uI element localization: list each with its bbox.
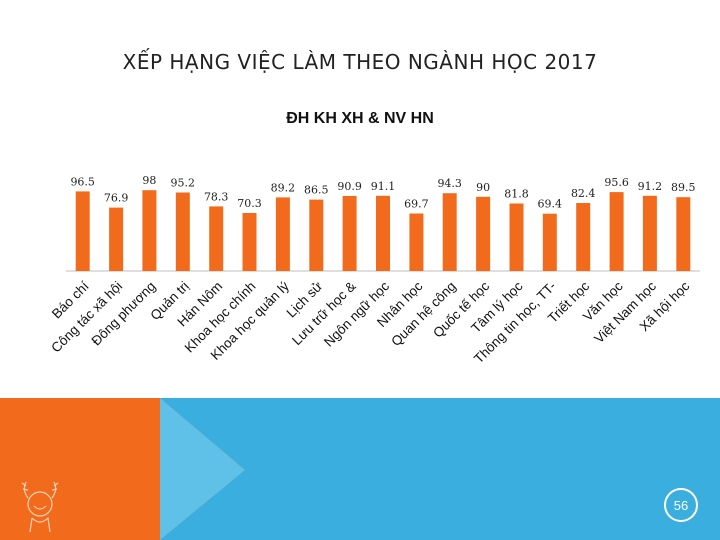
bar [109,207,124,271]
bar [642,195,657,271]
chart-title: ĐH KH XH & NV HN [286,110,434,127]
bar [75,191,90,271]
laurel-head-logo-icon [21,481,59,533]
blue-band [160,398,720,540]
data-label: 86.5 [304,184,329,197]
bar [476,196,491,272]
bar [576,203,591,271]
data-label: 95.6 [604,176,629,189]
data-label: 82.4 [571,187,596,200]
bar [676,197,691,271]
bar [542,213,557,271]
bar [209,206,224,271]
data-label: 78.3 [204,190,229,203]
data-label: 69.4 [538,198,563,211]
data-label: 90 [476,181,490,194]
data-label: 94.3 [437,177,462,190]
bar [142,190,157,271]
bar [175,192,190,271]
data-label: 81.8 [504,188,529,201]
blue-band-light [160,398,245,540]
bar [242,213,257,271]
data-label: 91.1 [371,180,396,193]
data-label: 95.2 [171,177,196,190]
data-label: 76.9 [104,192,129,205]
bar [342,196,357,271]
data-label: 90.9 [337,180,362,193]
data-label: 69.7 [404,198,429,211]
data-label: 89.2 [271,181,296,194]
page-number-badge: 56 [664,488,698,522]
bar [376,195,390,271]
bar [309,199,324,271]
data-label: 96.5 [70,175,95,188]
data-label: 91.2 [638,180,663,193]
data-label: 98 [142,174,156,187]
slide-title: XẾP HẠNG VIỆC LÀM THEO NGÀNH HỌC 2017 [122,50,598,74]
bar [509,203,524,271]
bar [609,192,624,271]
bar [409,213,424,271]
data-label: 70.3 [237,197,262,210]
bar [442,193,457,271]
data-label: 89.5 [671,181,696,194]
bar [275,197,290,271]
